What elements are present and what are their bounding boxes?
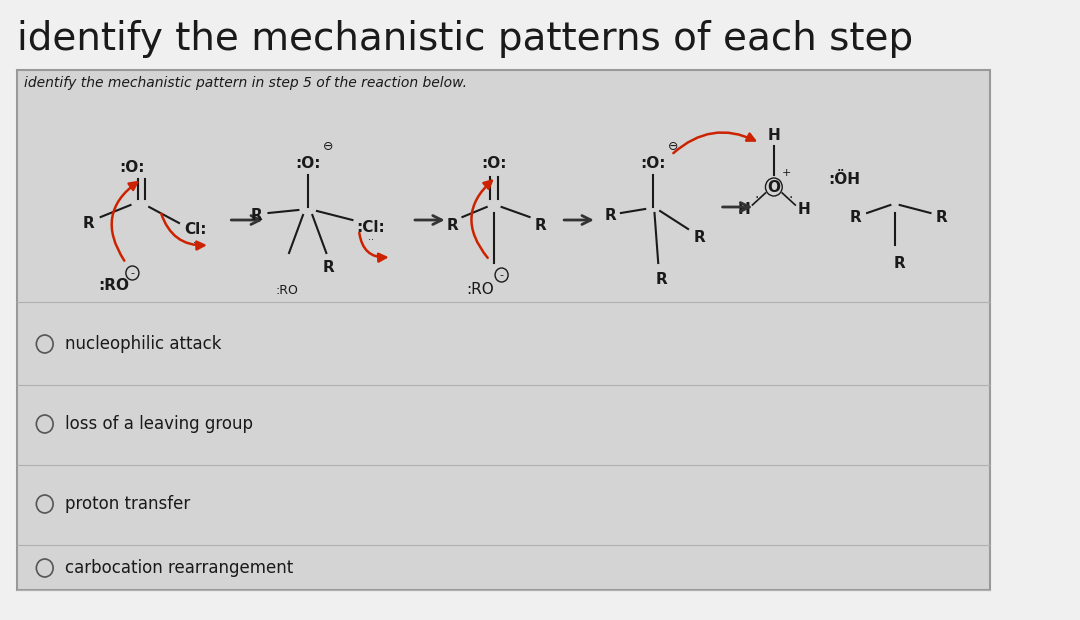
Text: ··: ·· [193,238,199,248]
Text: H: H [797,202,810,216]
Text: R: R [935,210,947,224]
FancyArrowPatch shape [471,180,491,258]
Text: :RO: :RO [275,283,298,296]
FancyArrowPatch shape [161,214,204,249]
Text: R: R [894,255,906,270]
FancyArrowPatch shape [360,232,386,262]
FancyBboxPatch shape [17,70,990,590]
Text: -: - [131,268,134,278]
Text: R: R [656,273,667,288]
Text: ⊖: ⊖ [323,141,334,154]
Text: R: R [605,208,617,223]
Text: R: R [446,218,458,232]
Text: carbocation rearrangement: carbocation rearrangement [65,559,294,577]
Text: :RO: :RO [98,278,130,293]
Text: identify the mechanistic patterns of each step: identify the mechanistic patterns of eac… [17,20,913,58]
FancyArrowPatch shape [111,182,137,260]
Text: Cl:: Cl: [185,223,207,237]
Text: R: R [850,210,862,224]
Text: H: H [768,128,780,143]
Text: H: H [738,202,751,216]
Text: -: - [500,270,503,280]
Text: R: R [83,216,94,231]
Text: loss of a leaving group: loss of a leaving group [65,415,254,433]
Text: R: R [251,208,262,223]
Text: :O:: :O: [295,156,321,171]
Text: nucleophilic attack: nucleophilic attack [65,335,221,353]
Text: identify the mechanistic pattern in step 5 of the reaction below.: identify the mechanistic pattern in step… [24,76,468,90]
Text: O: O [768,180,781,195]
Text: R: R [322,260,334,275]
Text: :ÖH: :ÖH [827,172,860,187]
Text: :Cl:: :Cl: [356,219,386,234]
Text: R: R [693,229,705,244]
Text: :RO: :RO [467,283,494,298]
Text: proton transfer: proton transfer [65,495,190,513]
Text: +: + [782,168,792,178]
Text: ·: · [755,191,759,205]
Text: ⊖: ⊖ [667,141,678,154]
Text: ··: ·· [368,235,374,245]
Text: :O:: :O: [482,156,507,171]
Text: :O:: :O: [120,159,145,174]
Text: :O:: :O: [639,156,665,171]
Text: R: R [535,218,546,232]
Text: ·: · [788,191,793,205]
FancyArrowPatch shape [673,133,755,153]
